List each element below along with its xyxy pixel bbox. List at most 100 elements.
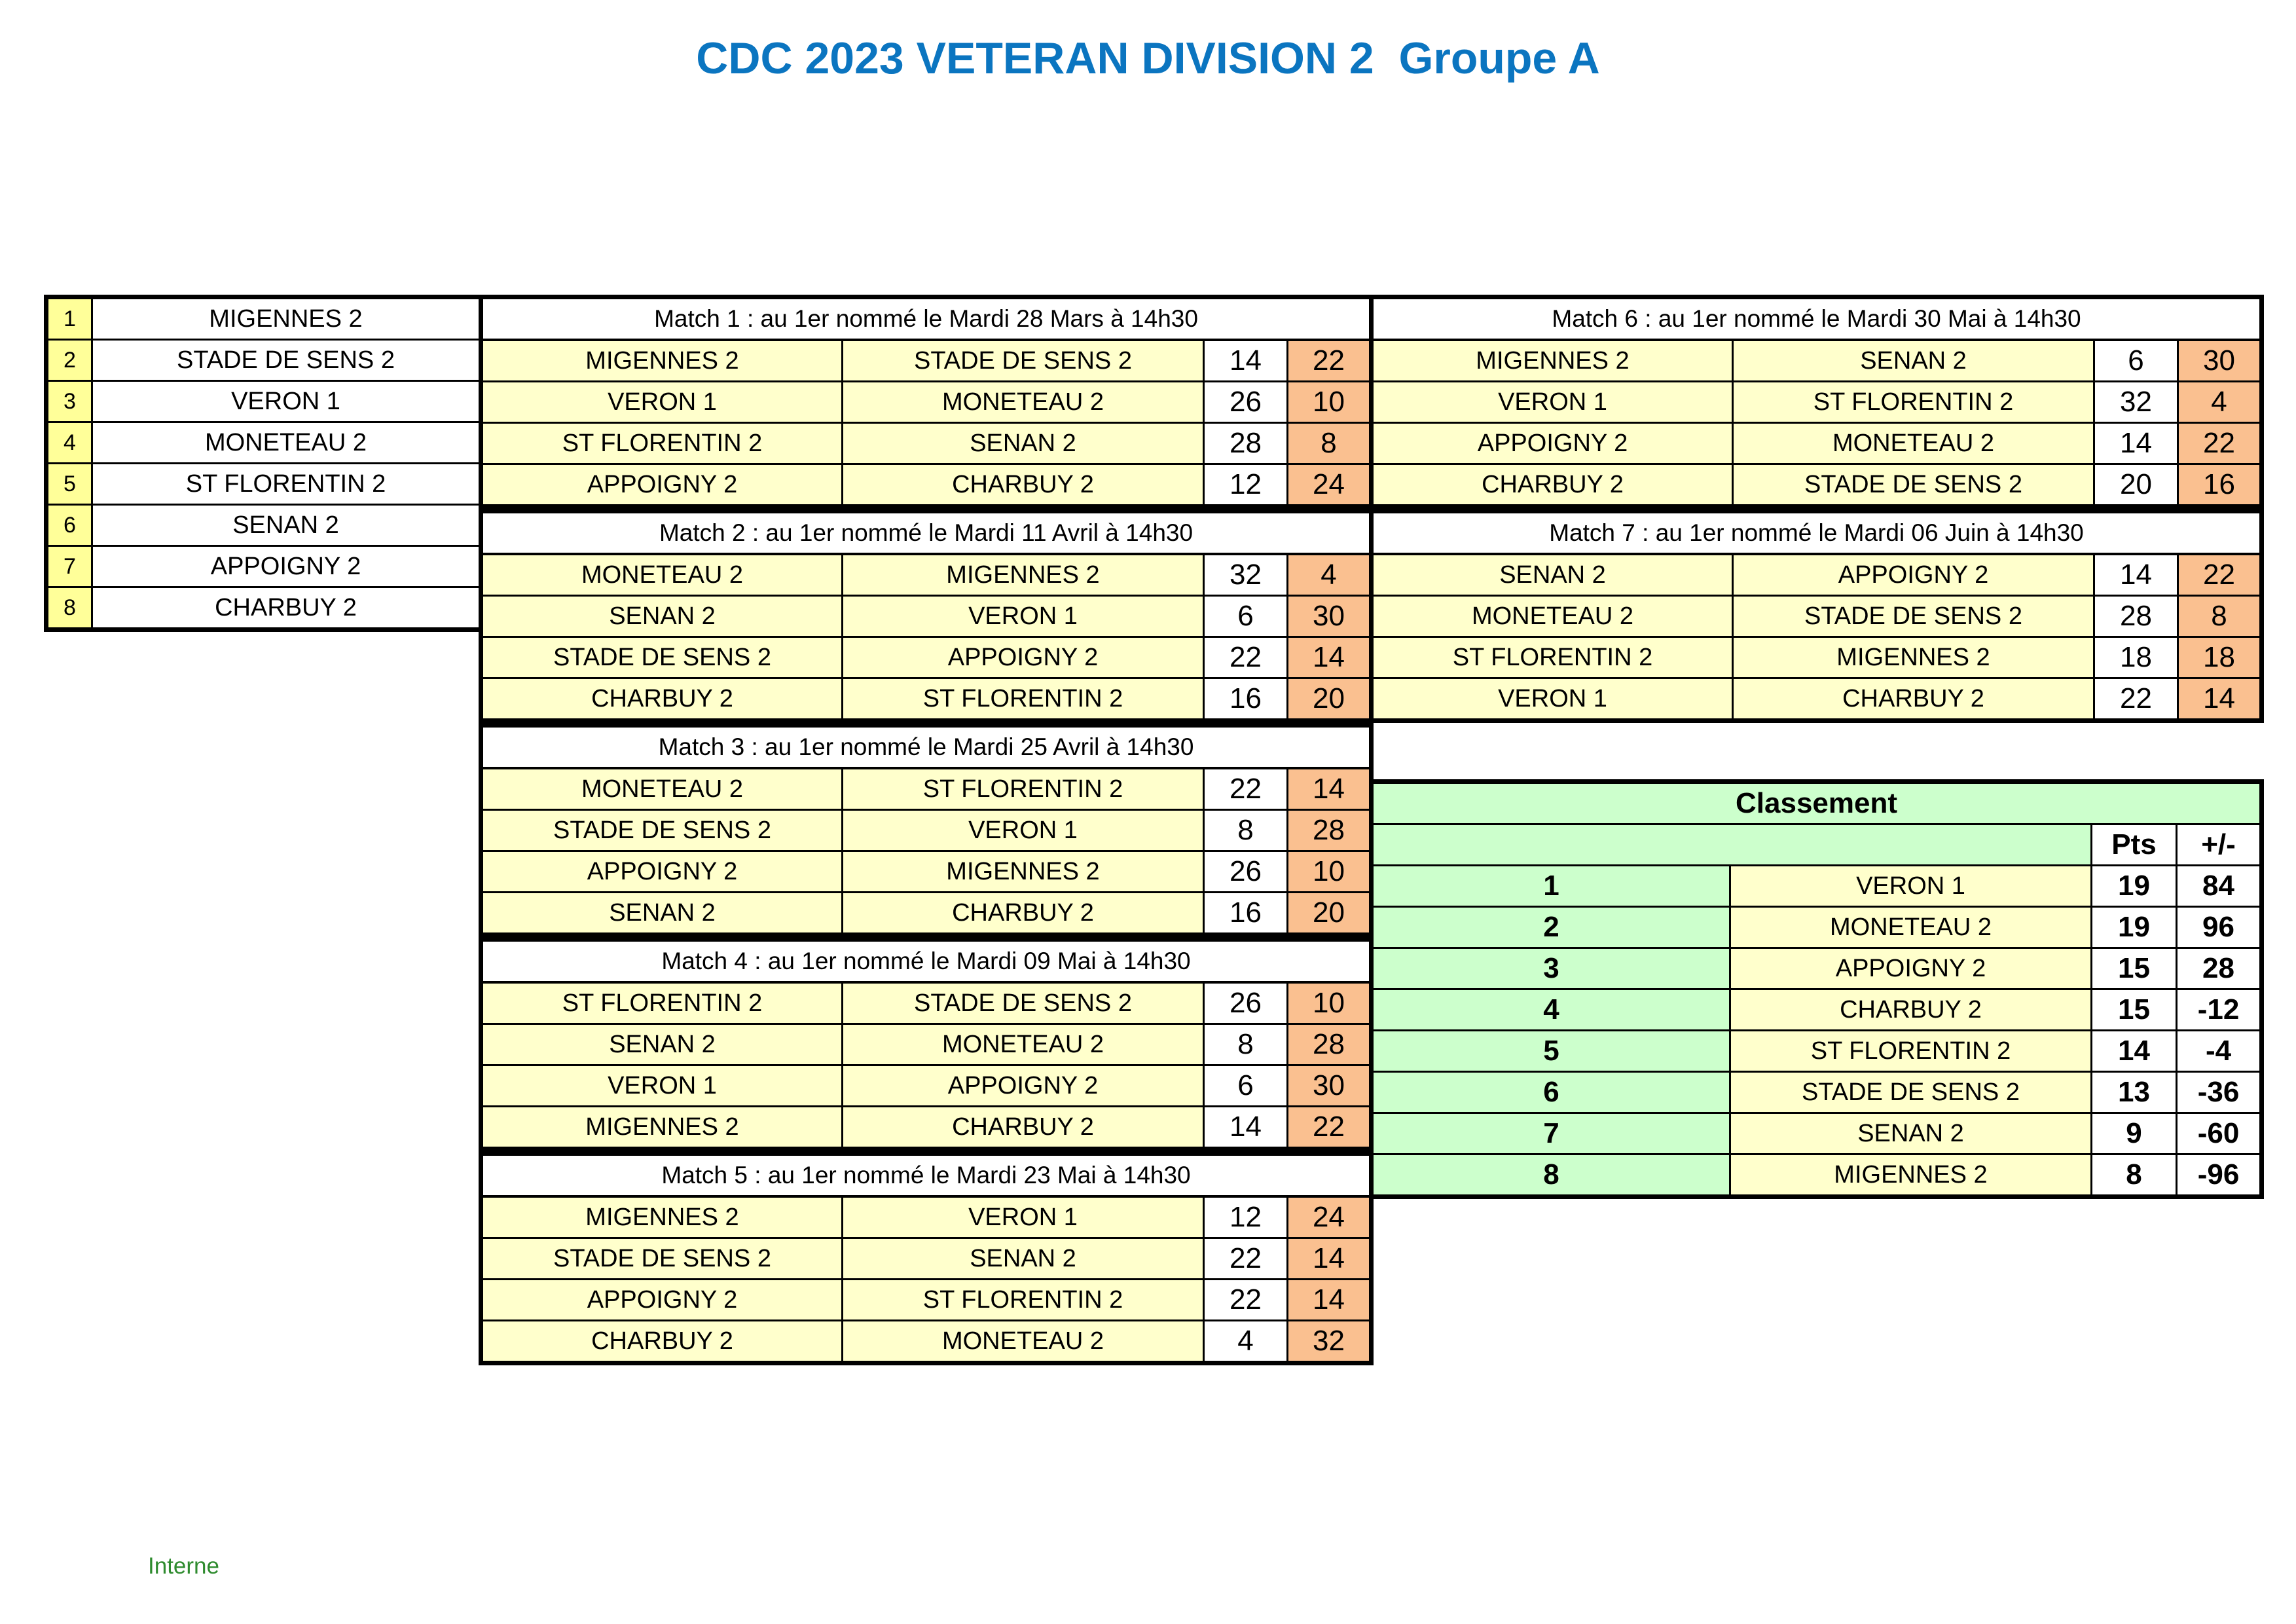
standings-body: Classement Pts +/- 1 VERON 1 19 84 2 MONETEAU… [1370,781,2263,1198]
left-match-column: Match 1 : au 1er nommé le Mardi 28 Mars … [479,295,1374,1365]
home-team: SENAN 2 [1370,553,1734,597]
rank: 1 [1370,864,1731,908]
team-row: 3 VERON 1 [45,380,482,423]
home-team: ST FLORENTIN 2 [480,422,843,465]
away-team: ST FLORENTIN 2 [841,677,1205,722]
home-score: 16 [1203,891,1288,936]
standings-team: MONETEAU 2 [1729,906,2092,949]
game-row: ST FLORENTIN 2 SENAN 2 28 8 [480,422,1373,465]
match-header: Match 4 : au 1er nommé le Mardi 09 Mai à… [479,938,1373,984]
game-row: ST FLORENTIN 2 MIGENNES 2 18 18 [1370,636,2263,679]
standings-row: 7 SENAN 2 9 -60 [1370,1112,2263,1155]
page-title: CDC 2023 VETERAN DIVISION 2 Groupe A [696,33,1600,83]
game-row: CHARBUY 2 ST FLORENTIN 2 16 20 [480,677,1372,722]
away-team: STADE DE SENS 2 [841,339,1205,382]
team-list-body: 1 MIGENNES 2 2 STADE DE SENS 2 3 VERON 1 4 MONE… [45,296,482,631]
game-row: MONETEAU 2 STADE DE SENS 2 28 8 [1370,595,2263,638]
away-score: 22 [2176,553,2263,597]
match-header-row: Match 7 : au 1er nommé le Mardi 06 Juin … [1370,510,2263,555]
match-header-row: Match 1 : au 1er nommé le Mardi 28 Mars … [479,296,1373,341]
away-score: 22 [1286,339,1373,382]
points: 9 [2090,1112,2178,1155]
team-number: 8 [45,586,93,631]
standings-row: 5 ST FLORENTIN 2 14 -4 [1370,1029,2263,1073]
match-block-1: Match 1 : au 1er nommé le Mardi 28 Mars … [479,295,1374,509]
home-score: 14 [2093,553,2179,597]
home-team: MONETEAU 2 [480,553,843,597]
away-score: 16 [2176,463,2263,507]
standings-team: SENAN 2 [1729,1112,2092,1155]
home-score: 28 [1203,422,1288,465]
game-row: MIGENNES 2 STADE DE SENS 2 14 22 [480,339,1373,382]
rank: 3 [1370,947,1731,990]
team-number: 4 [45,421,93,464]
team-number: 1 [45,296,93,341]
game-row: STADE DE SENS 2 APPOIGNY 2 22 14 [480,636,1372,679]
points: 13 [2090,1071,2178,1114]
game-row: VERON 1 MONETEAU 2 26 10 [480,380,1373,424]
team-row: 4 MONETEAU 2 [45,421,482,464]
game-row: APPOIGNY 2 MONETEAU 2 14 22 [1370,422,2263,465]
away-team: MONETEAU 2 [1732,422,2095,465]
match-header: Match 1 : au 1er nommé le Mardi 28 Mars … [479,296,1373,341]
match-block-5: Match 5 : au 1er nommé le Mardi 23 Mai à… [479,1151,1374,1365]
away-score: 10 [1286,981,1373,1025]
away-team: ST FLORENTIN 2 [1732,380,2095,424]
home-score: 26 [1203,981,1288,1025]
away-score: 30 [2176,339,2263,382]
standings-title: Classement [1370,781,2263,825]
rank: 7 [1370,1112,1731,1155]
home-score: 18 [2093,636,2179,679]
home-team: SENAN 2 [480,1023,843,1066]
game-row: MIGENNES 2 SENAN 2 6 30 [1370,339,2263,382]
home-score: 12 [1203,1195,1288,1239]
home-team: APPOIGNY 2 [1370,422,1734,465]
home-score: 22 [2093,677,2179,722]
away-score: 20 [1286,891,1372,936]
home-team: STADE DE SENS 2 [480,1237,843,1280]
goal-difference: -96 [2175,1153,2263,1198]
goal-difference: -4 [2175,1029,2263,1073]
match-header-row: Match 5 : au 1er nommé le Mardi 23 Mai à… [479,1153,1373,1198]
rank: 4 [1370,988,1731,1031]
match-block-7: Match 7 : au 1er nommé le Mardi 06 Juin … [1369,509,2265,723]
home-score: 28 [2093,595,2179,638]
game-row: VERON 1 APPOIGNY 2 6 30 [480,1064,1373,1107]
team-name: APPOIGNY 2 [91,545,482,588]
home-score: 6 [2093,339,2179,382]
home-score: 14 [1203,1105,1288,1150]
away-team: STADE DE SENS 2 [1732,463,2095,507]
rank: 2 [1370,906,1731,949]
home-score: 22 [1203,1278,1288,1321]
match-block-6: Match 6 : au 1er nommé le Mardi 30 Mai à… [1369,295,2265,509]
away-score: 32 [1286,1320,1373,1364]
standings-header-row: Pts +/- [1370,823,2263,866]
team-row: 6 SENAN 2 [45,504,482,547]
match-block-4: Match 4 : au 1er nommé le Mardi 09 Mai à… [479,937,1374,1151]
game-row: STADE DE SENS 2 SENAN 2 22 14 [480,1237,1373,1280]
standings-col-pts: Pts [2090,823,2178,866]
away-team: VERON 1 [841,809,1205,852]
away-score: 30 [1286,595,1372,638]
away-score: 10 [1286,380,1373,424]
team-number: 6 [45,504,93,547]
home-score: 14 [2093,422,2179,465]
rank: 6 [1370,1071,1731,1114]
goal-difference: -60 [2175,1112,2263,1155]
team-name: CHARBUY 2 [91,586,482,631]
home-team: ST FLORENTIN 2 [480,981,843,1025]
standings-team: CHARBUY 2 [1729,988,2092,1031]
team-number: 7 [45,545,93,588]
away-score: 14 [1286,767,1372,811]
away-team: ST FLORENTIN 2 [841,1278,1205,1321]
away-score: 10 [1286,850,1372,893]
home-score: 26 [1203,850,1288,893]
away-score: 14 [1286,1237,1373,1280]
home-score: 22 [1203,1237,1288,1280]
match-header: Match 7 : au 1er nommé le Mardi 06 Juin … [1370,510,2263,555]
game-row: ST FLORENTIN 2 STADE DE SENS 2 26 10 [480,981,1373,1025]
away-score: 14 [2176,677,2263,722]
standings-header-spacer [1370,823,2092,866]
standings-col-diff: +/- [2175,823,2263,866]
game-row: VERON 1 CHARBUY 2 22 14 [1370,677,2263,722]
